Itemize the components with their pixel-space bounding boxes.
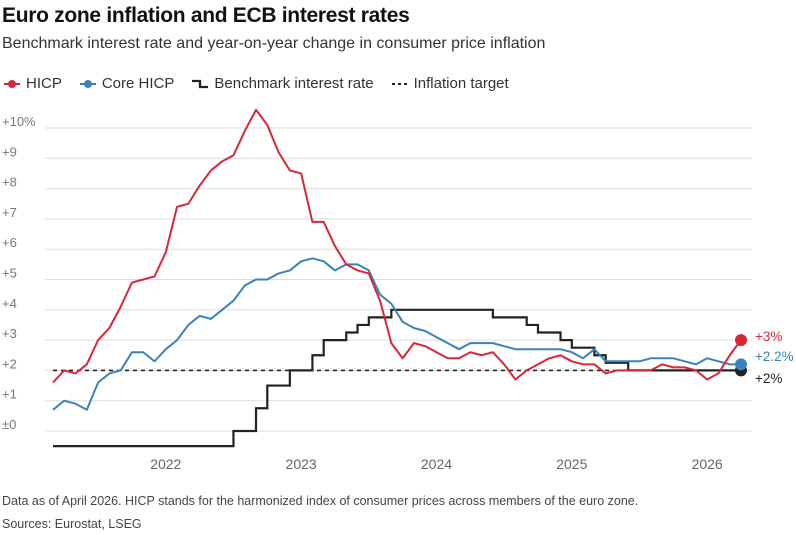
y-tick-label-1: +1 [2, 387, 17, 402]
x-axis-tick-labels: 2022 2023 2024 2025 2026 [150, 456, 723, 472]
y-tick-label-10: +10% [2, 114, 36, 129]
end-labels: +2% +2.2% +3% [735, 329, 794, 386]
x-tick-label-2026: 2026 [692, 456, 723, 472]
source-credit: Sources: Eurostat, LSEG [2, 517, 142, 531]
legend-label-benchmark-rate: Benchmark interest rate [214, 75, 374, 92]
x-tick-label-2024: 2024 [421, 456, 452, 472]
series-layer [52, 108, 742, 448]
x-tick-label-2023: 2023 [286, 456, 317, 472]
y-tick-label-9: +9 [2, 144, 17, 159]
y-tick-label-5: +5 [2, 266, 17, 281]
legend-label-inflation-target: Inflation target [413, 75, 509, 92]
legend-label-hicp: HICP [26, 75, 62, 92]
y-tick-label-4: +4 [2, 296, 17, 311]
legend-swatch-benchmark-rate [192, 79, 209, 88]
legend-item-inflation-target: Inflation target [391, 75, 509, 92]
legend-label-core-hicp: Core HICP [101, 75, 175, 92]
legend-swatch-core-hicp [79, 79, 96, 88]
rate-end-label: +2% [755, 371, 782, 386]
core-line [52, 257, 741, 411]
legend-swatch-hicp [4, 79, 20, 88]
chart-subtitle: Benchmark interest rate and year-on-year… [2, 35, 546, 52]
footnote: Data as of April 2026. HICP stands for t… [2, 494, 639, 508]
legend-item-core-hicp: Core HICP [79, 75, 175, 92]
x-tick-label-2025: 2025 [556, 456, 587, 472]
y-tick-label-2: +2 [2, 356, 17, 371]
hicp-end-label: +3% [755, 329, 782, 344]
y-tick-label-3: +3 [2, 326, 17, 341]
legend-item-hicp: HICP [4, 75, 62, 92]
core-end-point [735, 358, 747, 371]
hicp-line [52, 108, 742, 384]
y-tick-label-0: ±0 [2, 417, 16, 432]
x-tick-label-2022: 2022 [150, 456, 181, 472]
legend-item-benchmark-rate: Benchmark interest rate [192, 75, 374, 92]
grid-lines [45, 127, 752, 432]
y-tick-label-6: +6 [2, 235, 17, 250]
legend: HICP Core HICP Benchmark interest rate I… [4, 75, 527, 92]
core-end-label: +2.2% [755, 349, 794, 364]
hicp-end-point [735, 334, 747, 347]
y-tick-label-7: +7 [2, 205, 17, 220]
y-tick-label-8: +8 [2, 175, 17, 190]
legend-swatch-inflation-target [391, 82, 408, 85]
y-axis-tick-labels: ±0 +1 +2 +3 +4 +5 +6 +7 +8 +9 +10% [2, 114, 36, 432]
chart-title: Euro zone inflation and ECB interest rat… [2, 4, 410, 27]
benchmark-rate-line [53, 308, 741, 448]
